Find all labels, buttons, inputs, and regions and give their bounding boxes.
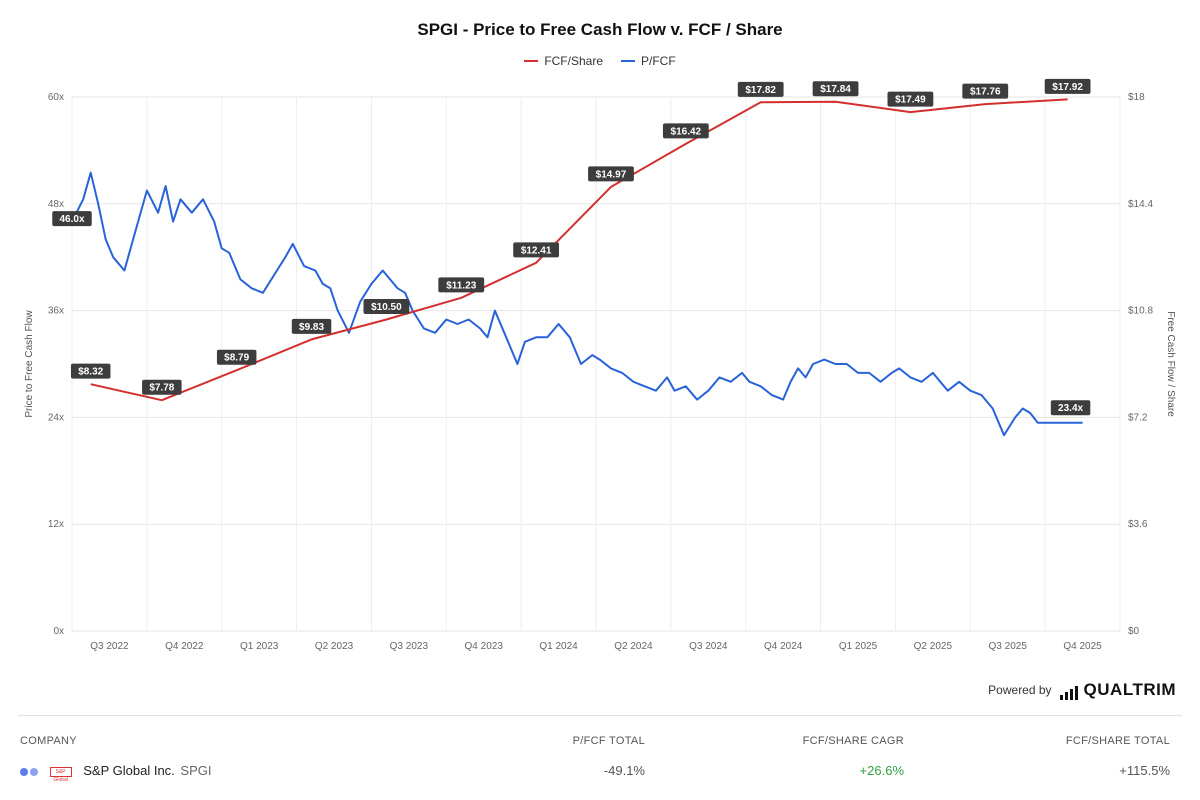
company-name: S&P Global Inc. — [83, 763, 175, 778]
fcf-share-data-label-bg — [513, 242, 560, 258]
y-right-axis-title: Free Cash Flow / Share — [1165, 311, 1176, 417]
divider — [18, 715, 1182, 716]
fcf-share-data-label-bg — [812, 81, 859, 97]
x-tick-label: Q4 2022 — [165, 641, 204, 652]
pfcf-total-value: -49.1% — [603, 763, 645, 778]
x-tick-label: Q3 2023 — [390, 641, 429, 652]
y-right-tick-label: $18 — [1128, 92, 1145, 103]
y-right-tick-label: $14.4 — [1128, 199, 1153, 210]
series-dot-pfcf — [30, 767, 38, 776]
fcf-share-data-label-bg — [363, 299, 410, 314]
x-tick-label: Q3 2025 — [989, 641, 1028, 652]
fcf-share-data-label-bg — [887, 91, 934, 107]
fcf-share-data-label-bg — [962, 83, 1009, 99]
x-tick-label: Q3 2024 — [689, 641, 728, 652]
y-left-tick-label: 48x — [48, 199, 64, 210]
x-tick-label: Q4 2024 — [764, 641, 803, 652]
col-header-fcf-share-total: FCF/SHARE TOTAL — [1065, 735, 1170, 747]
fcf-share-data-label: $14.97 — [596, 169, 627, 180]
y-left-tick-label: 60x — [48, 92, 64, 103]
col-header-pfcf-total: P/FCF TOTAL — [572, 735, 645, 747]
fcf-share-data-label: $16.42 — [671, 126, 702, 137]
company-cell: S&P Global S&P Global Inc. SPGI — [20, 763, 212, 783]
chart-legend: FCF/Share P/FCF — [0, 54, 1200, 68]
fcf-share-data-label-bg — [1044, 78, 1091, 94]
y-right-tick-label: $0 — [1128, 626, 1140, 637]
bar-chart-icon — [1059, 686, 1078, 700]
y-left-tick-label: 12x — [48, 519, 64, 530]
y-right-tick-label: $3.6 — [1128, 519, 1148, 530]
legend-item-fcf-share[interactable]: FCF/Share — [524, 54, 603, 68]
fcf-share-data-label-bg — [142, 379, 182, 395]
fcf-share-cagr-value: +26.6% — [859, 763, 904, 778]
legend-label-pfcf: P/FCF — [641, 54, 676, 68]
fcf-share-data-label: $17.49 — [895, 95, 926, 106]
y-left-axis-title: Price to Free Cash Flow — [24, 310, 35, 418]
company-ticker: SPGI — [180, 763, 212, 778]
fcf-share-data-label: $7.78 — [149, 383, 174, 394]
x-tick-label: Q1 2024 — [539, 641, 578, 652]
fcf-share-data-label: $17.76 — [970, 87, 1001, 98]
fcf-share-data-label: $8.79 — [224, 353, 249, 364]
legend-swatch-pfcf — [621, 60, 635, 62]
pfcf-start-label: 46.0x — [59, 214, 84, 225]
powered-by-text: Powered by — [988, 683, 1052, 697]
x-tick-label: Q1 2025 — [839, 641, 878, 652]
fcf-share-data-label-bg — [662, 123, 709, 139]
fcf-share-data-label-bg — [737, 81, 784, 97]
y-left-tick-label: 24x — [48, 412, 64, 423]
fcf-share-data-label: $10.50 — [371, 302, 402, 313]
y-right-tick-label: $7.2 — [1128, 412, 1148, 423]
brand-name: QUALTRIM — [1083, 680, 1176, 699]
x-tick-label: Q1 2023 — [240, 641, 279, 652]
x-tick-label: Q4 2023 — [465, 641, 504, 652]
x-tick-label: Q2 2023 — [315, 641, 354, 652]
fcf-share-data-label-bg — [438, 277, 485, 293]
series-dot-fcf — [20, 767, 28, 776]
y-left-tick-label: 0x — [53, 626, 64, 637]
x-tick-label: Q4 2025 — [1063, 641, 1102, 652]
col-header-fcf-share-cagr: FCF/SHARE CAGR — [802, 735, 904, 747]
fcf-share-data-label: $12.41 — [521, 245, 552, 256]
fcf-share-data-label: $11.23 — [446, 280, 476, 291]
pfcf-end-label-bg — [1050, 400, 1091, 416]
y-left-tick-label: 36x — [48, 306, 64, 317]
x-tick-label: Q3 2022 — [90, 641, 129, 652]
legend-swatch-fcf-share — [524, 60, 539, 62]
fcf-share-data-label: $17.92 — [1052, 82, 1083, 93]
x-tick-label: Q2 2025 — [914, 641, 953, 652]
legend-item-pfcf[interactable]: P/FCF — [621, 54, 676, 68]
pfcf-end-label: 23.4x — [1058, 403, 1083, 414]
fcf-share-total-value: +115.5% — [1119, 763, 1170, 778]
fcf-share-data-label-bg — [291, 318, 332, 334]
fcf-share-data-label: $17.82 — [745, 85, 776, 96]
series-dots — [20, 767, 38, 776]
company-logo: S&P Global — [49, 766, 72, 783]
fcf-share-data-label: $17.84 — [820, 84, 851, 95]
chart-title: SPGI - Price to Free Cash Flow v. FCF / … — [417, 20, 783, 39]
pfcf-start-label-bg — [52, 211, 92, 227]
fcf-share-data-label-bg — [216, 349, 257, 365]
fcf-share-data-label: $8.32 — [78, 367, 103, 378]
series-line-fcf-share — [90, 98, 1068, 402]
powered-by: Powered by QUALTRIM — [988, 680, 1176, 700]
brand-logo[interactable]: QUALTRIM — [1059, 680, 1176, 700]
series-line-pfcf — [71, 171, 1083, 437]
chart-svg: 0x 12x 24x 36x 48x 60x $0 $3.6 $7.2 $10.8 $14.4 $18… — [24, 78, 1176, 652]
x-tick-label: Q2 2024 — [614, 641, 653, 652]
fcf-share-data-label-bg — [70, 363, 111, 379]
y-right-tick-label: $10.8 — [1128, 306, 1153, 317]
legend-label-fcf-share: FCF/Share — [544, 54, 603, 68]
fcf-share-data-label: $9.83 — [299, 322, 324, 333]
col-header-company: COMPANY — [20, 735, 77, 747]
fcf-share-data-label-bg — [588, 166, 634, 182]
